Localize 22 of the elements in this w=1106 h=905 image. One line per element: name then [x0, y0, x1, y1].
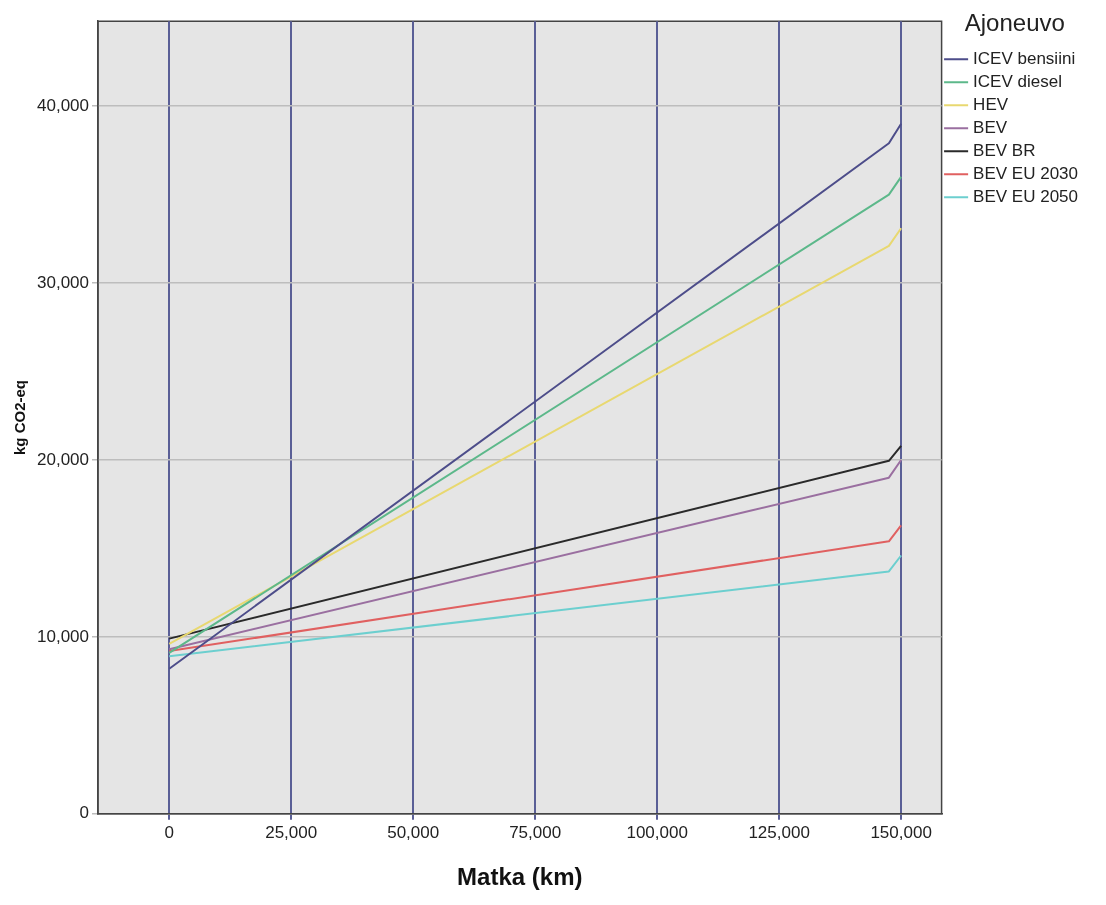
legend-title: Ajoneuvo: [964, 8, 1065, 36]
x-tick-label: 0: [164, 822, 174, 842]
legend-label: BEV EU 2030: [973, 163, 1079, 183]
legend-label: BEV EU 2050: [973, 186, 1079, 206]
legend-label: BEV: [973, 117, 1008, 137]
y-tick-label: 30,000: [37, 272, 89, 292]
x-tick-label: 100,000: [626, 822, 688, 842]
y-tick-label: 10,000: [37, 626, 89, 646]
x-tick-label: 50,000: [387, 822, 440, 842]
legend-label: BEV BR: [973, 140, 1036, 160]
legend-label: HEV: [973, 94, 1009, 114]
x-axis-title: Matka (km): [457, 863, 583, 891]
x-tick-label: 150,000: [870, 822, 932, 842]
x-tick-label: 125,000: [748, 822, 810, 842]
legend-label: ICEV diesel: [973, 71, 1062, 91]
legend-label: ICEV bensiini: [973, 48, 1076, 68]
y-tick-label: 20,000: [37, 449, 89, 469]
y-tick-label: 0: [79, 803, 89, 823]
x-tick-label: 75,000: [509, 822, 562, 842]
x-tick-label: 25,000: [265, 822, 318, 842]
y-axis-title: kg CO2-eq: [11, 379, 29, 456]
y-tick-label: 40,000: [37, 95, 89, 115]
